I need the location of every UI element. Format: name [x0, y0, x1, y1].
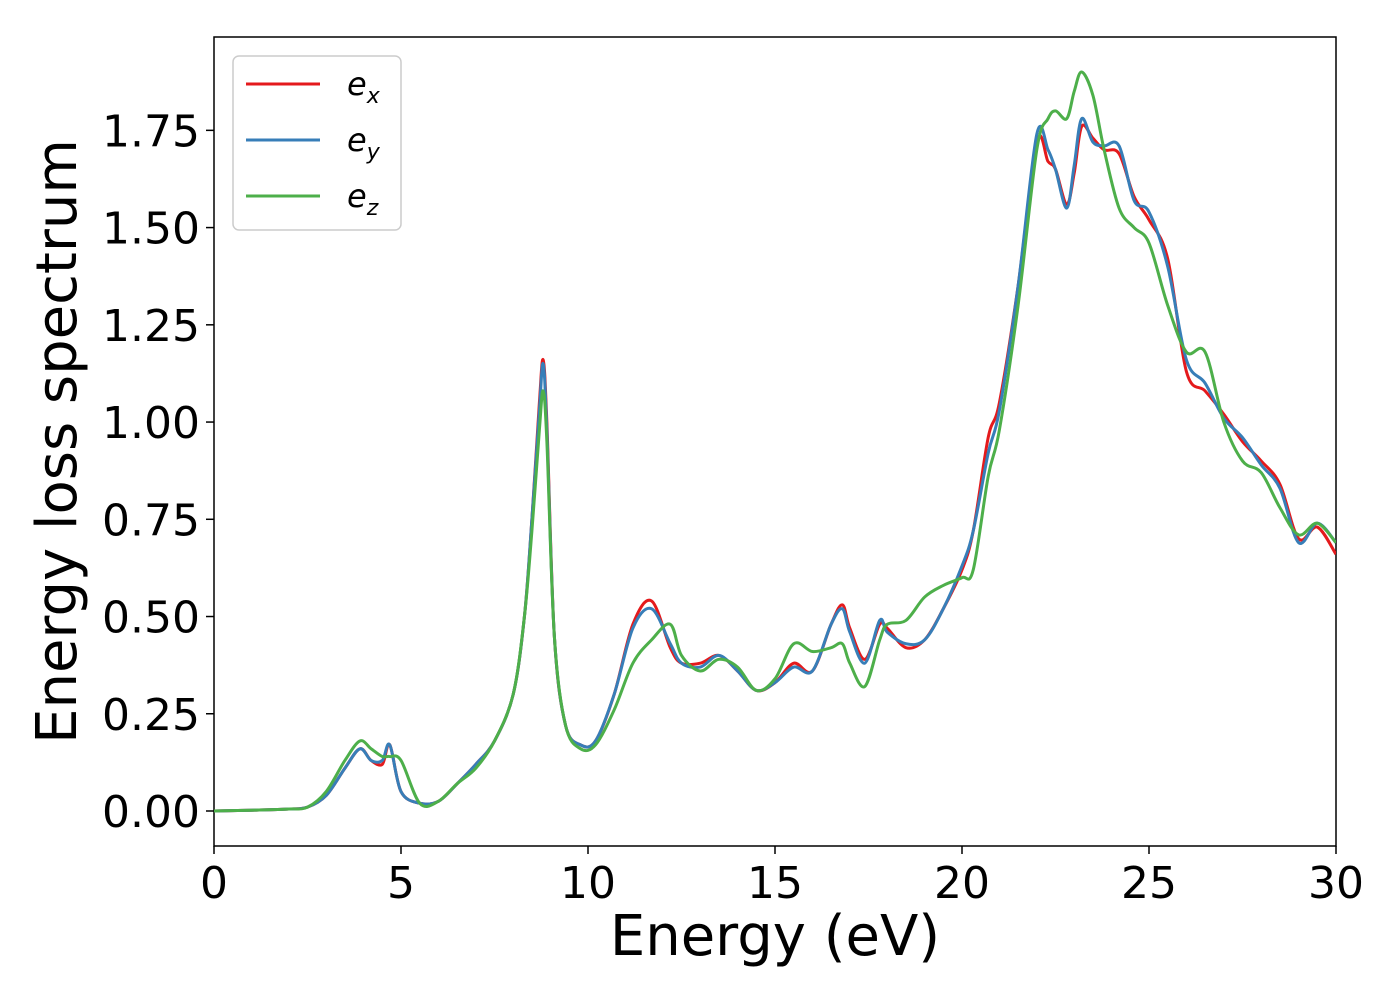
legend-box	[232, 55, 402, 231]
ticks-layer: 0 5 10 15 20 25 30 0.00 0.25 0.50 0.75 1.00 1.25 1.50…	[102, 106, 1364, 909]
y-axis-label: Energy loss spectrum	[25, 139, 90, 744]
legend-label-z: ez	[347, 177, 379, 221]
legend-label-x: ex	[347, 65, 381, 109]
legend-label-y: ey	[347, 121, 381, 165]
x-tick-label: 0	[200, 858, 228, 909]
x-tick-label: 5	[387, 858, 415, 909]
y-tick-label: 0.75	[102, 495, 200, 546]
y-tick-label: 1.25	[102, 301, 200, 352]
x-axis-label: Energy (eV)	[610, 904, 940, 969]
y-tick-label: 1.75	[102, 106, 200, 157]
series-line-z	[214, 70, 1336, 813]
legend: ex ey ez	[232, 55, 402, 231]
x-tick-label: 30	[1308, 858, 1364, 909]
y-tick-label: 0.00	[102, 787, 200, 838]
x-tick-label: 25	[1121, 858, 1177, 909]
y-tick-label: 1.50	[102, 204, 200, 255]
x-tick-label: 20	[934, 858, 990, 909]
y-tick-label: 0.50	[102, 593, 200, 644]
x-tick-label: 10	[560, 858, 616, 909]
x-tick-label: 15	[747, 858, 803, 909]
y-tick-label: 0.25	[102, 690, 200, 741]
y-tick-label: 1.00	[102, 398, 200, 449]
series-layer	[214, 70, 1336, 813]
